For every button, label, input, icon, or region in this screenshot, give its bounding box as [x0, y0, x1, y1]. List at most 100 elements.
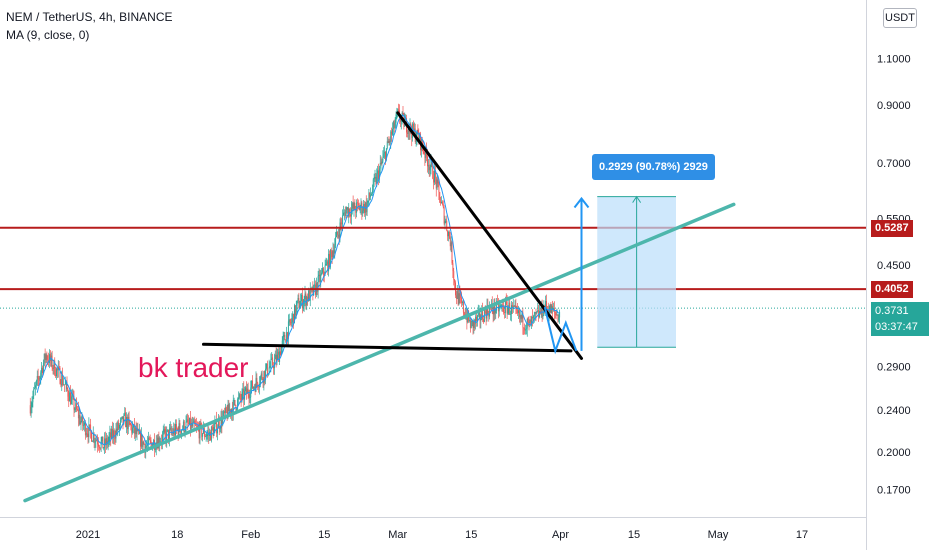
trendline-resistance[interactable]	[396, 111, 583, 360]
candle-body	[295, 305, 297, 316]
candle-body	[129, 420, 131, 425]
candle-body	[384, 151, 386, 154]
candle-body	[395, 114, 397, 123]
candle-body	[476, 316, 477, 321]
candle-body	[436, 179, 438, 189]
candle-body	[542, 315, 544, 317]
candle-body	[424, 153, 426, 158]
candle-body	[161, 434, 163, 443]
candle-body	[270, 358, 272, 367]
candle-body	[287, 321, 289, 340]
candle-body	[514, 305, 516, 307]
candle-body	[490, 307, 491, 309]
candle-body	[203, 428, 205, 437]
candle-body	[545, 301, 547, 310]
candle-body	[440, 202, 442, 204]
candle-body	[373, 178, 375, 180]
candle-body	[168, 429, 170, 440]
candle-body	[286, 332, 288, 343]
candle-body	[56, 368, 57, 377]
candle-body	[104, 438, 106, 448]
candle-body	[258, 386, 260, 388]
time-axis[interactable]: 2021 18 Feb 15 Mar 15 Apr 15 May 17	[0, 517, 866, 550]
candle-body	[239, 394, 241, 399]
candle-body	[60, 383, 62, 386]
price-axis[interactable]: 1.10000.90000.70000.55000.45000.37000.29…	[866, 0, 932, 550]
candle-body	[38, 378, 40, 380]
candle-body	[344, 212, 346, 216]
candle-body	[269, 366, 271, 368]
candle-body	[105, 438, 107, 446]
candle-body	[176, 428, 178, 430]
candle-body	[462, 301, 464, 313]
candle-body	[312, 287, 314, 295]
candle-body	[80, 421, 82, 424]
candle-body	[205, 436, 207, 437]
candle-body	[491, 303, 493, 311]
candle-body	[178, 423, 180, 436]
neckline[interactable]	[202, 342, 573, 353]
candle-body	[511, 305, 512, 315]
candle-body	[64, 384, 66, 385]
candle-body	[187, 419, 189, 423]
candle-body	[357, 203, 359, 206]
candle-body	[123, 414, 125, 424]
candle-body	[507, 307, 509, 314]
currency-unit-button[interactable]: USDT	[883, 8, 917, 28]
candle-body	[513, 306, 515, 307]
candle-body	[175, 423, 177, 429]
candle-body	[214, 422, 216, 427]
candle-body	[343, 212, 345, 214]
candle-body	[149, 439, 151, 441]
candle-body	[331, 252, 333, 258]
candle-body	[245, 387, 246, 392]
candle-body	[450, 242, 452, 247]
candle-body	[458, 293, 460, 305]
candle-body	[408, 129, 410, 133]
candle-body	[476, 315, 478, 321]
candle-body	[217, 428, 218, 434]
candle-body	[488, 312, 490, 317]
candle-body	[273, 359, 275, 369]
candle-body	[85, 433, 87, 436]
candle-body	[442, 204, 444, 208]
candle-body	[348, 208, 350, 217]
candle-body	[416, 130, 418, 140]
candle-body	[282, 336, 284, 341]
candle-body	[463, 312, 465, 315]
candle-body	[73, 396, 75, 410]
candle-body	[301, 294, 303, 309]
candle-body	[91, 441, 93, 442]
candle-body	[84, 422, 86, 436]
watermark-text: bk trader	[138, 352, 249, 383]
candle-body	[423, 152, 425, 154]
candle-body	[126, 416, 128, 430]
candle-body	[51, 355, 53, 368]
candle-body	[33, 388, 35, 397]
projection-arrowhead	[573, 196, 590, 209]
candle-body	[285, 340, 287, 343]
candle-body	[227, 404, 229, 419]
candle-body	[385, 148, 387, 161]
date-tick-label: May	[708, 529, 729, 541]
projected-path[interactable]	[543, 306, 578, 355]
drawings[interactable]	[0, 111, 866, 503]
candle-body	[147, 437, 149, 444]
candle-body	[223, 411, 225, 417]
candle-body	[350, 214, 351, 217]
candle-body	[110, 432, 112, 439]
candle-body	[115, 428, 117, 439]
candle-body	[231, 409, 232, 414]
candle-body	[288, 319, 290, 322]
candle-body	[452, 263, 454, 272]
candle-body	[63, 384, 64, 386]
candle-body	[92, 433, 94, 442]
price-tick-label: 1.1000	[877, 54, 911, 66]
candle-body	[233, 399, 235, 401]
price-tick-label: 0.9000	[877, 100, 911, 112]
candle-body	[473, 320, 475, 329]
candle-body	[379, 162, 381, 169]
candle-body	[271, 357, 273, 359]
trendline-support[interactable]	[23, 202, 736, 503]
